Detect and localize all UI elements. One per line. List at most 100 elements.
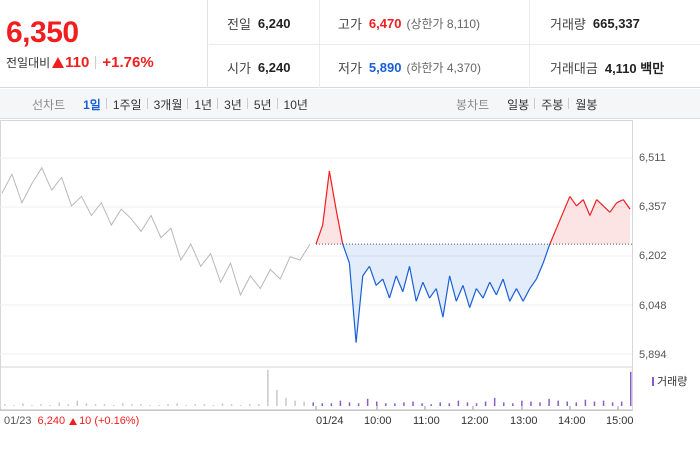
volume-bar [131,404,133,406]
price-line-down [362,265,370,277]
volume-bar [457,400,460,406]
down-area [442,244,450,318]
prev-day-line [1,166,311,297]
down-area [483,244,490,299]
down-area [456,244,463,302]
candle-chart-tabs: 봉차트 일봉 주봉 월봉 [456,89,603,119]
volume-bar [430,404,432,406]
volume-bar [611,402,614,406]
volume-bar [149,405,151,406]
price-line-down [402,266,411,292]
down-area [489,244,497,295]
down-area [476,244,484,299]
price-line-down [355,275,364,343]
down-area [382,244,390,299]
price-line-down [368,266,377,286]
down-area [376,244,383,286]
volume-bar [230,404,233,406]
price-line-down [522,288,531,302]
up-area [623,199,630,245]
current-price-box: 6,350 전일대비 110 +1.76% [0,0,208,88]
price-line-up [602,205,611,213]
stat-volume: 거래량 665,337 [550,15,640,32]
volume-bar [584,399,587,406]
volume-bar [276,389,278,406]
volume-bar [76,400,79,406]
price-line-up [335,209,344,245]
price-line-down [449,275,457,302]
tab-3year[interactable]: 3년 [217,96,248,113]
tab-monthly-candle[interactable]: 월봉 [568,96,603,113]
volume-bar [448,403,451,406]
volume-bar [58,402,60,406]
volume-bar [203,404,206,406]
price-line-down [395,275,404,292]
volume-bar [239,405,242,406]
price-line-up [609,202,618,213]
y-tick-label: 6,357 [639,201,667,213]
tab-1week[interactable]: 1주일 [105,96,148,113]
change-percent: +1.76% [102,54,154,71]
volume-bar [339,400,342,406]
price-line-down [375,278,384,286]
volume-bar [566,401,568,406]
tab-3month[interactable]: 3개월 [146,96,189,113]
volume-bar [394,403,396,406]
price-line-up [576,199,584,207]
tab-weekly-candle[interactable]: 주봉 [534,96,569,113]
tab-1year[interactable]: 1년 [187,96,218,113]
price-line-up [322,170,330,226]
volume-bar [348,402,351,406]
stat-low: 저가 5,890 (하한가 4,370) [338,59,481,76]
x-tick-label: 14:00 [558,415,586,427]
price-line-down [515,288,524,302]
up-area [596,199,604,245]
divider [95,56,97,69]
volume-bar [530,401,532,406]
volume-bar [94,404,97,406]
price-line-up [555,212,564,229]
up-area [556,212,564,245]
tab-10year[interactable]: 10년 [276,96,314,113]
volume-bar [357,403,360,406]
price-line-down [415,282,424,302]
down-area [369,244,377,286]
tab-daily-candle[interactable]: 일봉 [507,97,530,112]
price-line-down [502,278,511,302]
volume-bar [140,404,142,406]
volume-bar [466,402,469,406]
volume-bar [194,404,197,406]
volume-bar [185,405,187,406]
price-line-down [342,243,350,264]
line-chart-tabs: 선차트 1일 1주일 3개월 1년 3년 5년 10년 [32,89,314,119]
volume-bar [167,404,169,406]
price-line-down [482,281,491,299]
up-triangle-icon [69,417,78,425]
up-area [589,199,597,245]
change-value: 110 [65,54,90,71]
volume-bar [248,404,251,406]
price-stats: 전일 6,240 시가 6,240 고가 6,470 (상한가 8,110) 저… [209,0,700,88]
y-tick-label: 5,894 [639,349,667,361]
volume-bar [575,402,578,406]
tab-1day[interactable]: 1일 [83,97,101,112]
price-line-down [435,288,444,318]
price-line-down [348,263,357,343]
volume-bar [321,403,324,406]
tab-5year[interactable]: 5년 [246,96,278,113]
price-header: 6,350 전일대비 110 +1.76% 전일 6,240 시가 6,240 … [0,0,700,88]
volume-bar [312,402,314,406]
volume-bar [13,405,15,406]
volume-bar [121,403,124,406]
volume-bar [294,400,296,406]
price-line-down [382,278,391,299]
volume-bar [630,371,632,406]
intraday-price-chart[interactable]: 6,511 6,357 6,202 6,048 5,894 거래량 01/24 … [0,120,700,450]
stat-prev-close: 전일 6,240 [227,15,291,32]
price-line-down [455,285,464,302]
volume-bar [67,404,70,406]
price-line-up [569,196,578,207]
price-line-up [328,170,337,210]
x-tick-label: 13:00 [510,415,538,427]
volume-bar [49,405,51,406]
